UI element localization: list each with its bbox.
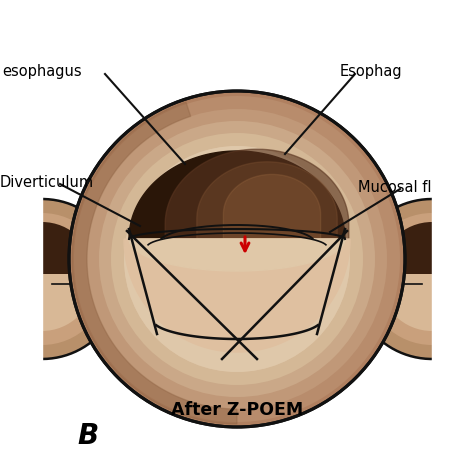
Circle shape <box>124 146 350 372</box>
Text: Esophag: Esophag <box>340 64 402 79</box>
Polygon shape <box>129 239 345 271</box>
Circle shape <box>366 213 474 345</box>
Circle shape <box>380 227 474 331</box>
Polygon shape <box>197 162 337 239</box>
Polygon shape <box>72 102 237 424</box>
Circle shape <box>74 96 400 422</box>
Circle shape <box>69 91 405 427</box>
Wedge shape <box>0 222 94 274</box>
Circle shape <box>0 199 122 359</box>
Circle shape <box>0 213 108 345</box>
Polygon shape <box>129 151 345 239</box>
Polygon shape <box>165 149 349 239</box>
Polygon shape <box>432 74 474 424</box>
Circle shape <box>87 109 387 409</box>
Text: B: B <box>77 422 99 450</box>
Text: Mucosal fl: Mucosal fl <box>358 180 431 194</box>
Wedge shape <box>380 222 474 274</box>
Circle shape <box>99 121 375 397</box>
Polygon shape <box>223 174 320 239</box>
Circle shape <box>124 146 350 372</box>
Polygon shape <box>124 239 350 352</box>
Circle shape <box>352 199 474 359</box>
Text: esophagus: esophagus <box>2 64 82 79</box>
Polygon shape <box>0 74 42 424</box>
Text: Diverticulum: Diverticulum <box>0 174 94 190</box>
Circle shape <box>111 133 363 385</box>
Text: After Z-POEM: After Z-POEM <box>171 401 303 419</box>
Circle shape <box>0 227 94 331</box>
